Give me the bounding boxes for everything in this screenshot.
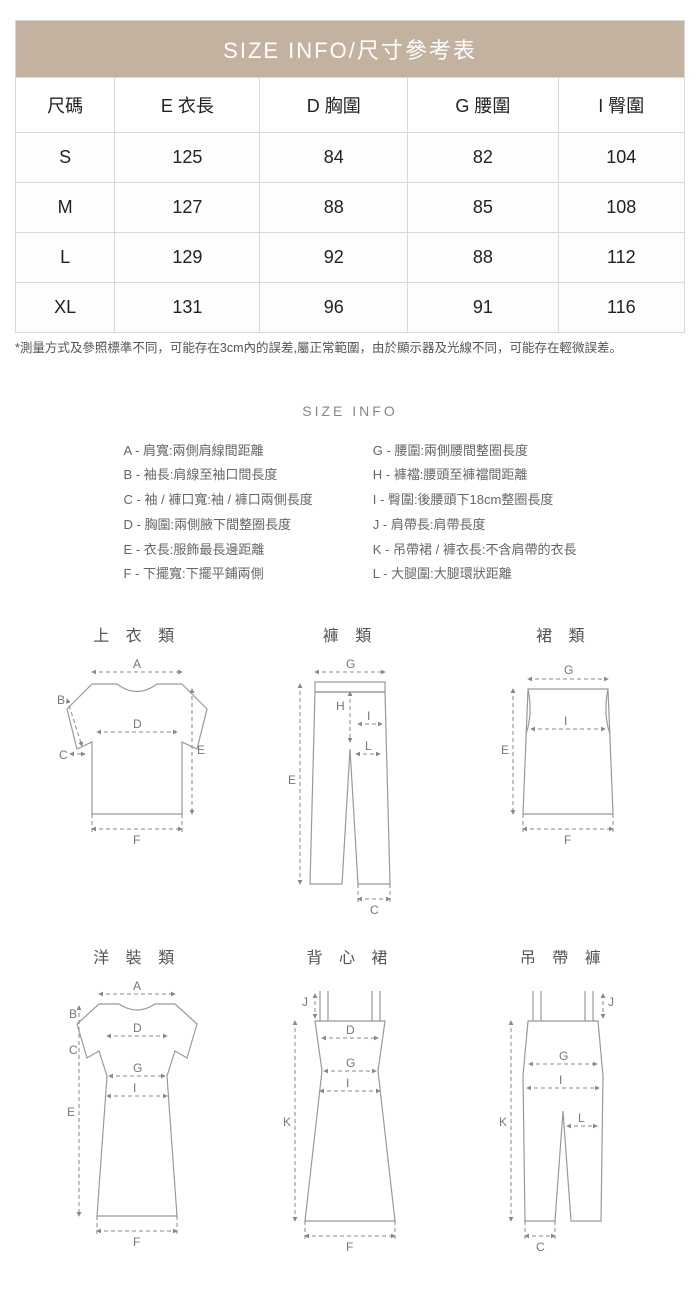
svg-text:D: D [133,1021,142,1035]
svg-text:G: G [564,663,573,677]
svg-text:C: C [69,1043,78,1057]
table-row: L 129 92 88 112 [16,233,685,283]
legend-item: G - 腰圍:兩側腰間整圈長度 [373,439,577,464]
legend-item: A - 肩寬:兩側肩線間距離 [124,439,313,464]
diagram-overalls: 吊 帶 褲 J G I L K C [462,944,665,1256]
svg-text:D: D [346,1023,355,1037]
legend-item: B - 袖長:肩線至袖口間長度 [124,463,313,488]
legend-item: K - 吊帶裙 / 褲衣長:不含肩帶的衣長 [373,538,577,563]
table-row: XL 131 96 91 116 [16,283,685,333]
legend-item: D - 胸圍:兩側腋下間整圈長度 [124,513,313,538]
svg-text:I: I [133,1081,136,1095]
svg-text:E: E [67,1105,75,1119]
svg-text:L: L [578,1111,585,1125]
svg-text:G: G [346,1056,355,1070]
svg-text:I: I [564,714,567,728]
col-hip: I 臀圍 [558,78,684,133]
svg-text:I: I [559,1073,562,1087]
legend-left: A - 肩寬:兩側肩線間距離 B - 袖長:肩線至袖口間長度 C - 袖 / 褲… [124,439,313,587]
dress-icon: A D G I B C E F [37,976,237,1256]
table-title: SIZE INFO/尺寸參考表 [16,21,685,78]
diagrams-grid: 上 衣 類 A D B C E F 褲 類 [15,622,685,1256]
measurement-note: *測量方式及參照標準不同，可能存在3cm內的誤差,屬正常範圍，由於顯示器及光線不… [15,339,685,358]
table-row: S 125 84 82 104 [16,133,685,183]
col-size: 尺碼 [16,78,115,133]
legend-item: I - 臀圍:後腰頭下18cm整圈長度 [373,488,577,513]
svg-text:F: F [133,833,140,847]
col-length: E 衣長 [115,78,260,133]
svg-text:F: F [346,1240,353,1254]
svg-text:A: A [133,657,141,671]
svg-text:D: D [133,717,142,731]
legend-item: F - 下擺寬:下擺平鋪兩側 [124,562,313,587]
size-info-title: SIZE INFO [15,403,685,419]
svg-text:K: K [499,1115,507,1129]
svg-text:J: J [608,995,614,1009]
table-row: M 127 88 85 108 [16,183,685,233]
legend-item: H - 褲襠:腰頭至褲襠間距離 [373,463,577,488]
table-header-row: 尺碼 E 衣長 D 胸圍 G 腰圍 I 臀圍 [16,78,685,133]
svg-text:C: C [59,748,68,762]
legend-item: L - 大腿圍:大腿環狀距離 [373,562,577,587]
legend-item: E - 衣長:服飾最長邊距離 [124,538,313,563]
svg-text:K: K [283,1115,291,1129]
svg-text:L: L [365,739,372,753]
tops-icon: A D B C E F [37,654,237,874]
pants-icon: G H I L E C [250,654,450,914]
svg-text:I: I [367,709,370,723]
legend-item: J - 肩帶長:肩帶長度 [373,513,577,538]
diagram-skirts: 裙 類 G I E F [462,622,665,914]
svg-text:I: I [346,1076,349,1090]
svg-text:B: B [69,1007,77,1021]
legend-item: C - 袖 / 褲口寬:袖 / 褲口兩側長度 [124,488,313,513]
pinafore-icon: J D G I K F [250,976,450,1256]
svg-text:C: C [536,1240,545,1254]
svg-text:F: F [133,1235,140,1249]
svg-text:H: H [336,699,345,713]
svg-text:F: F [564,833,571,847]
diagram-pinafore: 背 心 裙 J D G I K F [248,944,451,1256]
diagram-pants: 褲 類 G H I L E C [248,622,451,914]
col-bust: D 胸圍 [260,78,408,133]
diagram-dresses: 洋 裝 類 A D G I B C E F [35,944,238,1256]
skirt-icon: G I E F [463,654,663,874]
col-waist: G 腰圍 [408,78,558,133]
svg-text:E: E [197,743,205,757]
diagram-tops: 上 衣 類 A D B C E F [35,622,238,914]
svg-text:J: J [302,995,308,1009]
legend-right: G - 腰圍:兩側腰間整圈長度 H - 褲襠:腰頭至褲襠間距離 I - 臀圍:後… [373,439,577,587]
svg-text:B: B [57,693,65,707]
svg-text:G: G [346,657,355,671]
svg-text:E: E [501,743,509,757]
svg-text:G: G [133,1061,142,1075]
size-table: SIZE INFO/尺寸參考表 尺碼 E 衣長 D 胸圍 G 腰圍 I 臀圍 S… [15,20,685,333]
svg-text:G: G [559,1049,568,1063]
overalls-icon: J G I L K C [463,976,663,1256]
svg-text:E: E [288,773,296,787]
svg-text:A: A [133,979,141,993]
legend: A - 肩寬:兩側肩線間距離 B - 袖長:肩線至袖口間長度 C - 袖 / 褲… [15,439,685,587]
svg-text:C: C [370,903,379,914]
